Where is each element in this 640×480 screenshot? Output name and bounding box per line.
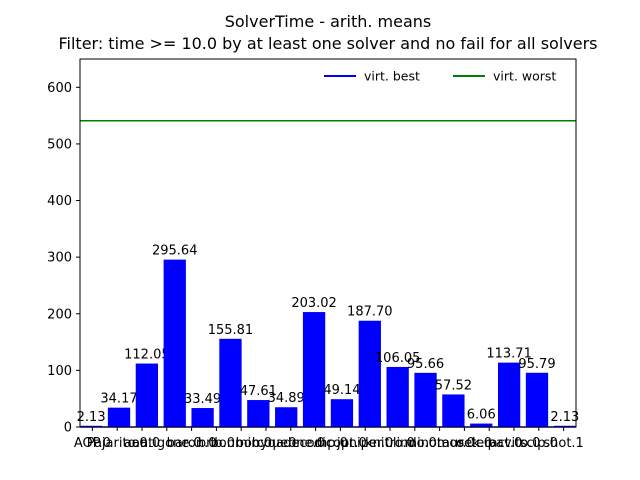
bar <box>135 363 159 427</box>
bar <box>330 399 354 427</box>
bar-value-label: 57.52 <box>435 378 472 393</box>
bar-value-label: 113.71 <box>486 347 532 362</box>
x-tick-label: shot.1 <box>543 436 583 451</box>
bar <box>275 407 298 427</box>
bar-value-label: 49.14 <box>323 383 360 398</box>
y-tick-label: 200 <box>47 307 72 322</box>
bar <box>163 259 186 427</box>
plot-frame <box>79 58 577 428</box>
x-tick-label: antigone.0 <box>132 436 202 451</box>
x-tick-label: decomp.0 <box>283 436 348 451</box>
y-tick-label: 400 <box>47 194 72 209</box>
bar <box>525 372 549 427</box>
bar-value-label: 34.89 <box>268 391 305 406</box>
bar <box>247 400 270 427</box>
bar-value-label: 2.13 <box>77 410 106 425</box>
bar-value-label: 34.17 <box>100 392 137 407</box>
y-tick-label: 0 <box>64 421 72 436</box>
bar <box>302 312 326 427</box>
x-tick-label: scip.0 <box>520 436 558 451</box>
chart-subtitle: Filter: time >= 10.0 by at least one sol… <box>58 34 597 53</box>
y-tick-label: 300 <box>47 251 72 266</box>
bar <box>107 407 131 427</box>
chart-title: SolverTime - arith. means <box>225 12 432 31</box>
legend: virt. best virt. worst <box>324 69 556 84</box>
y-tick-label: 600 <box>47 81 72 96</box>
bar-value-label: 6.06 <box>467 408 496 423</box>
bar-value-label: 33.49 <box>184 392 221 407</box>
legend-label-virt-worst: virt. worst <box>493 69 556 84</box>
bar <box>219 338 242 427</box>
bar <box>414 372 437 427</box>
x-tick-label: AOP.0 <box>74 436 111 451</box>
x-tick-label: lindo.0 <box>393 436 437 451</box>
x-tick-label: octeract.0 <box>456 436 522 451</box>
bar-value-label: 47.61 <box>240 384 277 399</box>
bar-value-label: 95.66 <box>407 357 444 372</box>
x-tick-label: bonmin.0 <box>211 436 272 451</box>
y-tick-label: 100 <box>47 364 72 379</box>
x-tick-label: mosek.0 <box>437 436 492 451</box>
legend-label-virt-best: virt. best <box>364 69 420 84</box>
x-tick-label: aoa.0 <box>124 436 160 451</box>
x-tick-label: bobyqa.0 <box>236 436 297 451</box>
bar <box>470 423 493 427</box>
bar-value-label: 2.13 <box>550 410 579 425</box>
bar-value-label: 155.81 <box>208 323 254 338</box>
bar <box>386 366 409 427</box>
bar-value-label: 95.79 <box>518 357 555 372</box>
x-tick-label: couenne.0 <box>257 436 325 451</box>
bar <box>358 320 381 427</box>
bar <box>191 408 214 427</box>
x-tick-label: baron.0 <box>167 436 217 451</box>
bar <box>497 362 521 427</box>
x-tick-label: Pajarito.0 <box>87 436 148 451</box>
x-tick-label: bnb.0 <box>198 436 235 451</box>
bar-value-label: 295.64 <box>152 244 198 259</box>
x-tick-label: minotaur.0 <box>404 436 474 451</box>
bar <box>442 394 465 427</box>
bar-value-label: 187.70 <box>347 305 393 320</box>
x-tick-label: juniper.0 <box>336 436 394 451</box>
x-tick-label: knitro.0 <box>365 436 415 451</box>
y-tick-label: 500 <box>47 137 72 152</box>
plot-area: 0 100 200 300 400 500 600 2.13 34.17 112.05 295.64… <box>47 81 584 451</box>
x-tick-label: pavito.0 <box>488 436 541 451</box>
bar-value-label: 112.05 <box>124 348 170 363</box>
bar-value-label: 203.02 <box>291 296 337 311</box>
x-tick-label: dicopt.0 <box>314 436 367 451</box>
bar-value-label: 106.05 <box>375 351 421 366</box>
